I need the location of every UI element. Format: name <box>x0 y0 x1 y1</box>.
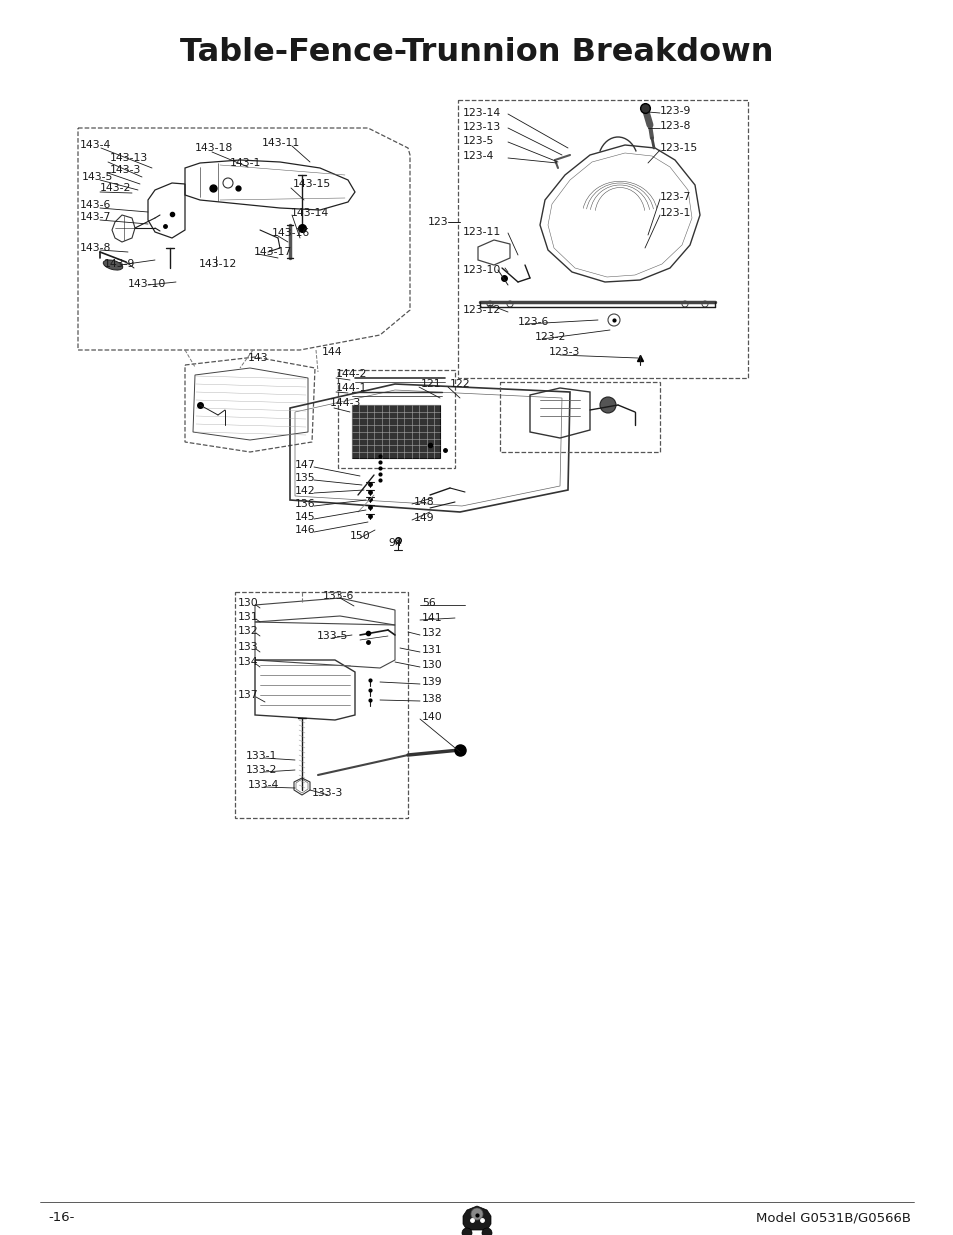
Text: 133-1: 133-1 <box>246 751 277 761</box>
Text: 143-14: 143-14 <box>291 207 329 219</box>
Text: 123-4: 123-4 <box>462 151 494 161</box>
Text: 143-11: 143-11 <box>262 138 300 148</box>
Text: 123-6: 123-6 <box>517 317 549 327</box>
Text: 123-5: 123-5 <box>462 136 494 146</box>
Text: 144-2: 144-2 <box>335 369 367 379</box>
Text: 143-1: 143-1 <box>230 158 261 168</box>
Text: 131: 131 <box>421 645 442 655</box>
Text: 139: 139 <box>421 677 442 687</box>
Ellipse shape <box>103 259 123 270</box>
Text: 56: 56 <box>421 598 436 608</box>
Text: 149: 149 <box>414 513 435 522</box>
Text: 143-18: 143-18 <box>194 143 233 153</box>
Text: 143-2: 143-2 <box>100 183 132 193</box>
Text: 123-1: 123-1 <box>659 207 691 219</box>
Text: 123-11: 123-11 <box>462 227 500 237</box>
Text: 134: 134 <box>237 657 258 667</box>
Text: 138: 138 <box>421 694 442 704</box>
Text: 146: 146 <box>294 525 315 535</box>
Text: 123-2: 123-2 <box>535 332 566 342</box>
Text: 143: 143 <box>248 353 269 363</box>
Text: 94: 94 <box>388 538 401 548</box>
Text: Table-Fence-Trunnion Breakdown: Table-Fence-Trunnion Breakdown <box>180 37 773 68</box>
Text: 144-1: 144-1 <box>335 383 367 393</box>
Text: 121: 121 <box>420 379 441 389</box>
Text: 143-12: 143-12 <box>199 259 237 269</box>
Text: 133-3: 133-3 <box>312 788 343 798</box>
Text: 123-14: 123-14 <box>462 107 500 119</box>
Text: 132: 132 <box>237 626 258 636</box>
Text: 123-15: 123-15 <box>659 143 698 153</box>
Text: 123-10: 123-10 <box>462 266 501 275</box>
Circle shape <box>599 396 616 412</box>
Text: 130: 130 <box>237 598 258 608</box>
Text: 141: 141 <box>421 613 442 622</box>
Text: 123-13: 123-13 <box>462 122 500 132</box>
Text: 123-3: 123-3 <box>548 347 579 357</box>
Text: 144: 144 <box>322 347 342 357</box>
Text: 133: 133 <box>237 642 258 652</box>
Text: 143-7: 143-7 <box>80 212 112 222</box>
Circle shape <box>461 1228 472 1235</box>
Text: 143-10: 143-10 <box>128 279 166 289</box>
Text: 133-4: 133-4 <box>248 781 279 790</box>
Text: 143-3: 143-3 <box>110 165 141 175</box>
Text: 123-9: 123-9 <box>659 106 691 116</box>
Text: 123-8: 123-8 <box>659 121 691 131</box>
Circle shape <box>481 1228 492 1235</box>
Text: 133-2: 133-2 <box>246 764 277 776</box>
Text: 143-15: 143-15 <box>293 179 331 189</box>
Text: 140: 140 <box>421 713 442 722</box>
Text: 136: 136 <box>294 499 315 509</box>
Text: 143-6: 143-6 <box>80 200 112 210</box>
Text: 143-13: 143-13 <box>110 153 148 163</box>
Text: 143-16: 143-16 <box>272 228 310 238</box>
Text: 143-8: 143-8 <box>80 243 112 253</box>
Text: 143-4: 143-4 <box>80 140 112 149</box>
Text: Model G0531B/G0566B: Model G0531B/G0566B <box>755 1212 910 1224</box>
Text: 145: 145 <box>294 513 315 522</box>
Text: 142: 142 <box>294 487 315 496</box>
Text: 150: 150 <box>350 531 371 541</box>
Text: 144-3: 144-3 <box>330 398 361 408</box>
Text: -16-: -16- <box>48 1212 74 1224</box>
Text: 133-5: 133-5 <box>316 631 348 641</box>
Text: 123: 123 <box>428 217 448 227</box>
Text: 147: 147 <box>294 459 315 471</box>
Text: 137: 137 <box>237 690 258 700</box>
Bar <box>352 405 439 458</box>
Polygon shape <box>462 1207 491 1230</box>
Text: 131: 131 <box>237 613 258 622</box>
Text: 123-7: 123-7 <box>659 191 691 203</box>
Text: 143-17: 143-17 <box>253 247 292 257</box>
Text: 133-6: 133-6 <box>323 592 354 601</box>
Text: 132: 132 <box>421 629 442 638</box>
Text: 123-12: 123-12 <box>462 305 500 315</box>
Text: 122: 122 <box>450 379 470 389</box>
Text: 143-9: 143-9 <box>104 259 135 269</box>
Text: 135: 135 <box>294 473 315 483</box>
Text: 148: 148 <box>414 496 435 508</box>
Circle shape <box>471 1208 482 1220</box>
Text: 143-5: 143-5 <box>82 172 113 182</box>
Text: 130: 130 <box>421 659 442 671</box>
